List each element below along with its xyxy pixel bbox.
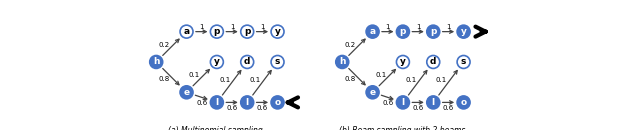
Text: 0.1: 0.1	[436, 77, 447, 83]
Text: (b) Beam sampling with 2 beams.: (b) Beam sampling with 2 beams.	[339, 126, 467, 130]
Text: l: l	[246, 98, 249, 107]
Circle shape	[271, 56, 284, 68]
Circle shape	[180, 86, 193, 99]
Text: 0.1: 0.1	[405, 77, 417, 83]
Circle shape	[366, 25, 379, 38]
Circle shape	[396, 25, 410, 38]
Text: 1: 1	[200, 24, 204, 30]
Text: 0.1: 0.1	[220, 77, 230, 83]
Circle shape	[396, 96, 410, 109]
Circle shape	[241, 25, 253, 38]
Text: e: e	[184, 88, 189, 97]
Circle shape	[457, 25, 470, 38]
Circle shape	[241, 96, 253, 109]
Text: p: p	[244, 27, 250, 36]
Text: 0.6: 0.6	[412, 105, 424, 111]
Text: 0.2: 0.2	[345, 42, 356, 48]
Text: 0.8: 0.8	[345, 76, 356, 82]
Text: 1: 1	[416, 24, 420, 30]
Text: h: h	[339, 57, 346, 66]
Text: l: l	[215, 98, 218, 107]
Text: p: p	[430, 27, 436, 36]
Text: a: a	[184, 27, 189, 36]
Text: y: y	[214, 57, 220, 66]
Text: d: d	[244, 57, 250, 66]
Circle shape	[211, 96, 223, 109]
Circle shape	[211, 56, 223, 68]
Text: d: d	[430, 57, 436, 66]
Circle shape	[150, 56, 163, 68]
Text: s: s	[275, 57, 280, 66]
Text: h: h	[153, 57, 159, 66]
Text: 1: 1	[260, 24, 264, 30]
Text: y: y	[275, 27, 280, 36]
Circle shape	[366, 86, 379, 99]
Text: 0.6: 0.6	[257, 105, 268, 111]
Circle shape	[271, 96, 284, 109]
Text: 0.6: 0.6	[382, 100, 394, 106]
Circle shape	[241, 56, 253, 68]
Text: e: e	[369, 88, 376, 97]
Text: y: y	[461, 27, 467, 36]
Circle shape	[336, 56, 349, 68]
Circle shape	[427, 96, 440, 109]
Text: y: y	[400, 57, 406, 66]
Text: 0.2: 0.2	[159, 42, 170, 48]
Circle shape	[457, 56, 470, 68]
Text: 0.1: 0.1	[375, 72, 387, 78]
Text: o: o	[461, 98, 467, 107]
Text: 1: 1	[446, 24, 451, 30]
Text: l: l	[401, 98, 404, 107]
Text: 0.1: 0.1	[189, 72, 200, 78]
Text: 1: 1	[385, 24, 390, 30]
Text: a: a	[369, 27, 376, 36]
Circle shape	[271, 25, 284, 38]
Text: 0.6: 0.6	[227, 105, 237, 111]
Text: o: o	[275, 98, 280, 107]
Circle shape	[457, 96, 470, 109]
Circle shape	[427, 25, 440, 38]
Text: l: l	[432, 98, 435, 107]
Text: s: s	[461, 57, 467, 66]
Text: p: p	[214, 27, 220, 36]
Text: 0.1: 0.1	[250, 77, 261, 83]
Circle shape	[427, 56, 440, 68]
Circle shape	[180, 25, 193, 38]
Text: 0.6: 0.6	[443, 105, 454, 111]
Circle shape	[211, 25, 223, 38]
Circle shape	[396, 56, 410, 68]
Text: 0.8: 0.8	[159, 76, 170, 82]
Text: p: p	[400, 27, 406, 36]
Text: (a) Multinomial sampling.: (a) Multinomial sampling.	[168, 126, 266, 130]
Text: 1: 1	[230, 24, 234, 30]
Text: 0.6: 0.6	[196, 100, 207, 106]
